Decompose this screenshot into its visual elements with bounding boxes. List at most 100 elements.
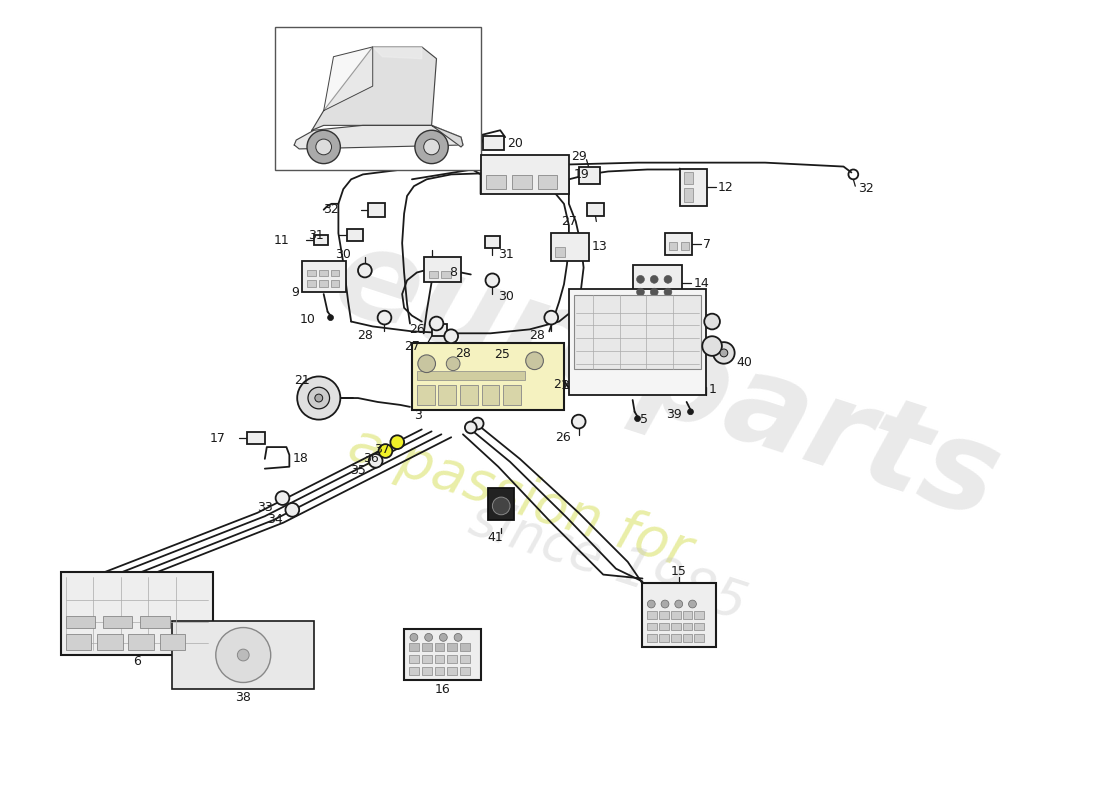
Bar: [429, 270, 439, 278]
Bar: [683, 622, 693, 630]
Circle shape: [415, 130, 448, 164]
Bar: [66, 616, 95, 627]
Bar: [409, 655, 419, 663]
Bar: [431, 325, 448, 336]
Bar: [434, 643, 444, 651]
Text: 18: 18: [293, 452, 308, 466]
Text: 31: 31: [498, 248, 514, 262]
Bar: [683, 611, 693, 618]
Circle shape: [447, 357, 460, 370]
Text: 20: 20: [507, 137, 522, 150]
Circle shape: [515, 356, 529, 370]
Bar: [248, 432, 265, 444]
Text: europarts: europarts: [320, 216, 1014, 545]
Text: 41: 41: [487, 531, 503, 544]
Polygon shape: [431, 126, 463, 147]
Circle shape: [424, 139, 439, 154]
Circle shape: [493, 497, 510, 514]
Text: 6: 6: [133, 655, 141, 668]
Text: 1: 1: [561, 378, 569, 392]
Bar: [330, 270, 340, 277]
Circle shape: [358, 264, 372, 278]
Bar: [319, 280, 328, 287]
Polygon shape: [295, 126, 463, 149]
Circle shape: [702, 336, 722, 356]
Text: 15: 15: [671, 565, 686, 578]
Text: 37: 37: [374, 442, 390, 455]
Bar: [538, 175, 557, 189]
Circle shape: [216, 627, 271, 682]
Text: a passion for: a passion for: [342, 418, 697, 578]
Polygon shape: [323, 47, 373, 110]
Circle shape: [648, 600, 656, 608]
Circle shape: [276, 491, 289, 505]
Text: 31: 31: [308, 229, 323, 242]
Circle shape: [472, 418, 484, 430]
Circle shape: [308, 387, 330, 409]
Circle shape: [650, 275, 658, 283]
Circle shape: [238, 649, 249, 661]
Bar: [448, 655, 458, 663]
Bar: [409, 666, 419, 674]
Bar: [424, 257, 461, 282]
Polygon shape: [312, 47, 437, 130]
Text: 14: 14: [693, 277, 710, 290]
Circle shape: [661, 600, 669, 608]
Text: 30: 30: [336, 248, 351, 262]
Bar: [659, 611, 669, 618]
Circle shape: [572, 414, 585, 429]
Bar: [569, 289, 706, 395]
Text: 2: 2: [553, 378, 561, 391]
Bar: [632, 265, 682, 302]
Bar: [97, 634, 122, 650]
Circle shape: [444, 330, 458, 343]
Circle shape: [637, 275, 645, 283]
Text: 17: 17: [210, 432, 225, 445]
Circle shape: [689, 600, 696, 608]
Text: 36: 36: [363, 452, 378, 466]
Text: 25: 25: [494, 348, 510, 362]
Text: 27: 27: [561, 215, 576, 228]
Bar: [642, 583, 716, 647]
Circle shape: [454, 634, 462, 642]
Bar: [574, 295, 702, 369]
Bar: [421, 666, 431, 674]
Text: 9: 9: [292, 286, 299, 298]
Circle shape: [410, 634, 418, 642]
Circle shape: [425, 634, 432, 642]
Text: 1: 1: [710, 382, 717, 396]
Circle shape: [377, 310, 392, 325]
Bar: [60, 572, 212, 655]
Bar: [404, 629, 481, 679]
Bar: [172, 621, 314, 690]
Bar: [412, 343, 564, 410]
Bar: [103, 616, 132, 627]
Bar: [439, 386, 456, 405]
Text: 35: 35: [350, 464, 366, 477]
Bar: [307, 270, 316, 277]
Bar: [680, 169, 707, 206]
Circle shape: [526, 352, 543, 370]
Bar: [302, 261, 346, 292]
Text: 40: 40: [737, 356, 752, 370]
Bar: [671, 634, 681, 642]
Bar: [460, 666, 470, 674]
Circle shape: [544, 310, 558, 325]
Bar: [129, 634, 154, 650]
Text: 34: 34: [266, 513, 283, 526]
Text: 10: 10: [300, 313, 316, 326]
Circle shape: [719, 349, 728, 357]
Text: 30: 30: [498, 290, 514, 302]
Bar: [488, 488, 514, 520]
Bar: [586, 203, 604, 216]
Bar: [579, 166, 601, 184]
Bar: [348, 230, 363, 241]
Circle shape: [664, 288, 672, 296]
Text: since 1985: since 1985: [463, 493, 754, 631]
Circle shape: [465, 422, 476, 434]
Text: 32: 32: [858, 182, 874, 194]
Circle shape: [635, 416, 640, 422]
Bar: [683, 188, 693, 202]
Circle shape: [637, 288, 645, 296]
Circle shape: [713, 342, 735, 364]
